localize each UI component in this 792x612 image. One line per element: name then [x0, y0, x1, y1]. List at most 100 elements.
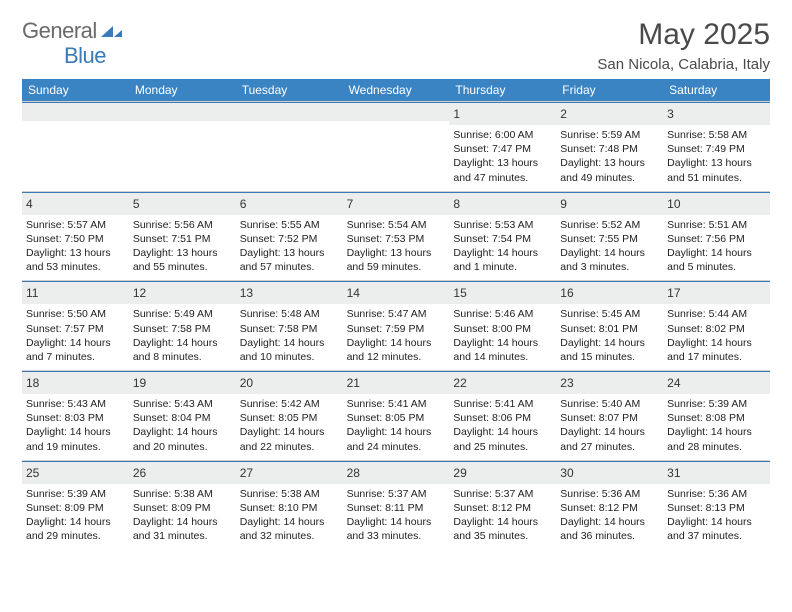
- day-number: 7: [347, 197, 354, 211]
- day-number: 9: [560, 197, 567, 211]
- day-number: 5: [133, 197, 140, 211]
- day-cell: 18 Sunrise: 5:43 AMSunset: 8:03 PMDayligh…: [22, 370, 129, 460]
- day-details: Sunrise: 5:36 AMSunset: 8:13 PMDaylight:…: [663, 484, 770, 544]
- day-cell: 12Sunrise: 5:49 AMSunset: 7:58 PMDayligh…: [129, 280, 236, 370]
- day-number: 31: [667, 466, 680, 480]
- day-details: Sunrise: 5:37 AMSunset: 8:12 PMDaylight:…: [449, 484, 556, 544]
- day-details: Sunrise: 5:53 AMSunset: 7:54 PMDaylight:…: [449, 215, 556, 275]
- weekday-tuesday: Tuesday: [236, 79, 343, 101]
- logo-text-general: General: [22, 18, 97, 44]
- page-header: General May 2025 San Nicola, Calabria, I…: [22, 18, 770, 73]
- day-details: Sunrise: 5:39 AMSunset: 8:08 PMDaylight:…: [663, 394, 770, 454]
- day-details: Sunrise: 5:43 AMSunset: 8:04 PMDaylight:…: [129, 394, 236, 454]
- day-number: 4: [26, 197, 33, 211]
- day-number: 20: [240, 376, 253, 390]
- day-cell: 9 Sunrise: 5:52 AMSunset: 7:55 PMDaylight…: [556, 191, 663, 281]
- empty-cell: [236, 101, 343, 191]
- day-cell: 31 Sunrise: 5:36 AMSunset: 8:13 PMDayligh…: [663, 460, 770, 550]
- day-cell: 23 Sunrise: 5:40 AMSunset: 8:07 PMDayligh…: [556, 370, 663, 460]
- day-details: Sunrise: 5:47 AMSunset: 7:59 PMDaylight:…: [343, 304, 450, 364]
- day-number: 23: [560, 376, 573, 390]
- day-details: Sunrise: 5:43 AMSunset: 8:03 PMDaylight:…: [22, 394, 129, 454]
- day-cell: 15Sunrise: 5:46 AMSunset: 8:00 PMDayligh…: [449, 280, 556, 370]
- day-number: 2: [560, 107, 567, 121]
- day-number: 8: [453, 197, 460, 211]
- day-number: 15: [453, 286, 466, 300]
- day-number: 14: [347, 286, 360, 300]
- day-cell: 14 Sunrise: 5:47 AMSunset: 7:59 PMDayligh…: [343, 280, 450, 370]
- day-number: 18: [26, 376, 39, 390]
- day-cell: 5Sunrise: 5:56 AMSunset: 7:51 PMDaylight…: [129, 191, 236, 281]
- day-cell: 1 Sunrise: 6:00 AMSunset: 7:47 PMDaylight…: [449, 101, 556, 191]
- day-details: Sunrise: 5:40 AMSunset: 8:07 PMDaylight:…: [556, 394, 663, 454]
- day-cell: 10 Sunrise: 5:51 AMSunset: 7:56 PMDayligh…: [663, 191, 770, 281]
- day-cell: 7 Sunrise: 5:54 AMSunset: 7:53 PMDaylight…: [343, 191, 450, 281]
- day-number: 25: [26, 466, 39, 480]
- weekday-wednesday: Wednesday: [343, 79, 450, 101]
- logo: General: [22, 18, 125, 44]
- day-cell: 16 Sunrise: 5:45 AMSunset: 8:01 PMDayligh…: [556, 280, 663, 370]
- day-details: Sunrise: 5:59 AMSunset: 7:48 PMDaylight:…: [556, 125, 663, 185]
- day-details: Sunrise: 5:58 AMSunset: 7:49 PMDaylight:…: [663, 125, 770, 185]
- day-cell: 11 Sunrise: 5:50 AMSunset: 7:57 PMDayligh…: [22, 280, 129, 370]
- day-details: Sunrise: 5:57 AMSunset: 7:50 PMDaylight:…: [22, 215, 129, 275]
- day-number: 10: [667, 197, 680, 211]
- day-details: Sunrise: 5:51 AMSunset: 7:56 PMDaylight:…: [663, 215, 770, 275]
- day-number: 3: [667, 107, 674, 121]
- day-details: Sunrise: 5:42 AMSunset: 8:05 PMDaylight:…: [236, 394, 343, 454]
- day-number: 17: [667, 286, 680, 300]
- day-cell: 13Sunrise: 5:48 AMSunset: 7:58 PMDayligh…: [236, 280, 343, 370]
- day-cell: 8 Sunrise: 5:53 AMSunset: 7:54 PMDaylight…: [449, 191, 556, 281]
- weekday-header-row: SundayMondayTuesdayWednesdayThursdayFrid…: [22, 79, 770, 101]
- day-cell: 17 Sunrise: 5:44 AMSunset: 8:02 PMDayligh…: [663, 280, 770, 370]
- week-row: 25 Sunrise: 5:39 AMSunset: 8:09 PMDayligh…: [22, 460, 770, 550]
- day-cell: 2 Sunrise: 5:59 AMSunset: 7:48 PMDaylight…: [556, 101, 663, 191]
- day-cell: 19 Sunrise: 5:43 AMSunset: 8:04 PMDayligh…: [129, 370, 236, 460]
- day-details: Sunrise: 5:41 AMSunset: 8:06 PMDaylight:…: [449, 394, 556, 454]
- day-cell: 27 Sunrise: 5:38 AMSunset: 8:10 PMDayligh…: [236, 460, 343, 550]
- day-number: 29: [453, 466, 466, 480]
- weekday-thursday: Thursday: [449, 79, 556, 101]
- day-details: Sunrise: 5:54 AMSunset: 7:53 PMDaylight:…: [343, 215, 450, 275]
- day-cell: 25 Sunrise: 5:39 AMSunset: 8:09 PMDayligh…: [22, 460, 129, 550]
- day-cell: 3 Sunrise: 5:58 AMSunset: 7:49 PMDaylight…: [663, 101, 770, 191]
- day-cell: 20 Sunrise: 5:42 AMSunset: 8:05 PMDayligh…: [236, 370, 343, 460]
- week-row: 11 Sunrise: 5:50 AMSunset: 7:57 PMDayligh…: [22, 280, 770, 370]
- day-cell: 22 Sunrise: 5:41 AMSunset: 8:06 PMDayligh…: [449, 370, 556, 460]
- logo-text-blue: Blue: [64, 43, 106, 69]
- day-details: Sunrise: 5:38 AMSunset: 8:10 PMDaylight:…: [236, 484, 343, 544]
- day-details: Sunrise: 5:52 AMSunset: 7:55 PMDaylight:…: [556, 215, 663, 275]
- location-subtitle: San Nicola, Calabria, Italy: [597, 56, 770, 73]
- day-number: 28: [347, 466, 360, 480]
- day-details: Sunrise: 5:39 AMSunset: 8:09 PMDaylight:…: [22, 484, 129, 544]
- day-number: 22: [453, 376, 466, 390]
- empty-cell: [343, 101, 450, 191]
- day-details: Sunrise: 5:50 AMSunset: 7:57 PMDaylight:…: [22, 304, 129, 364]
- month-title: May 2025: [597, 18, 770, 52]
- day-cell: 29 Sunrise: 5:37 AMSunset: 8:12 PMDayligh…: [449, 460, 556, 550]
- day-details: Sunrise: 5:49 AMSunset: 7:58 PMDaylight:…: [129, 304, 236, 364]
- day-number: 11: [26, 286, 38, 300]
- day-cell: 28Sunrise: 5:37 AMSunset: 8:11 PMDayligh…: [343, 460, 450, 550]
- weekday-sunday: Sunday: [22, 79, 129, 101]
- day-number: 13: [240, 286, 253, 300]
- day-number: 24: [667, 376, 680, 390]
- week-row: 18 Sunrise: 5:43 AMSunset: 8:03 PMDayligh…: [22, 370, 770, 460]
- day-number: 1: [453, 107, 460, 121]
- weekday-saturday: Saturday: [663, 79, 770, 101]
- day-number: 30: [560, 466, 573, 480]
- weekday-friday: Friday: [556, 79, 663, 101]
- week-row: 4 Sunrise: 5:57 AMSunset: 7:50 PMDaylight…: [22, 191, 770, 281]
- day-number: 16: [560, 286, 573, 300]
- day-details: Sunrise: 5:45 AMSunset: 8:01 PMDaylight:…: [556, 304, 663, 364]
- day-details: Sunrise: 5:44 AMSunset: 8:02 PMDaylight:…: [663, 304, 770, 364]
- day-number: 21: [347, 376, 360, 390]
- day-cell: 21Sunrise: 5:41 AMSunset: 8:05 PMDayligh…: [343, 370, 450, 460]
- day-cell: 26Sunrise: 5:38 AMSunset: 8:09 PMDayligh…: [129, 460, 236, 550]
- calendar: SundayMondayTuesdayWednesdayThursdayFrid…: [22, 79, 770, 549]
- day-number: 19: [133, 376, 146, 390]
- day-cell: 24 Sunrise: 5:39 AMSunset: 8:08 PMDayligh…: [663, 370, 770, 460]
- day-number: 27: [240, 466, 253, 480]
- day-details: Sunrise: 6:00 AMSunset: 7:47 PMDaylight:…: [449, 125, 556, 185]
- day-details: Sunrise: 5:55 AMSunset: 7:52 PMDaylight:…: [236, 215, 343, 275]
